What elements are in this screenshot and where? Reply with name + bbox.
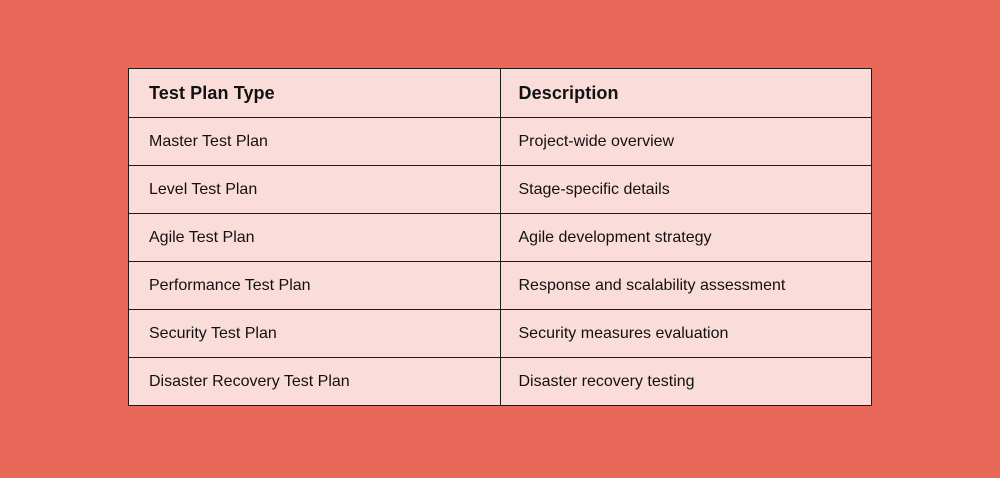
cell-test-plan-type: Agile Test Plan: [128, 213, 501, 262]
table-container: Test Plan Type Description Master Test P…: [128, 68, 872, 406]
table-row: Agile Test Plan Agile development strate…: [128, 213, 872, 262]
cell-description: Security measures evaluation: [499, 309, 872, 358]
table-row: Performance Test Plan Response and scala…: [128, 261, 872, 310]
cell-description: Response and scalability assessment: [499, 261, 872, 310]
table-row: Level Test Plan Stage-specific details: [128, 165, 872, 214]
cell-test-plan-type: Disaster Recovery Test Plan: [128, 357, 501, 406]
cell-test-plan-type: Security Test Plan: [128, 309, 501, 358]
column-header-test-plan-type: Test Plan Type: [128, 68, 501, 118]
cell-description: Agile development strategy: [499, 213, 872, 262]
table-row: Disaster Recovery Test Plan Disaster rec…: [128, 357, 872, 406]
table-header: Test Plan Type Description: [128, 68, 872, 118]
cell-description: Stage-specific details: [499, 165, 872, 214]
cell-test-plan-type: Performance Test Plan: [128, 261, 501, 310]
table-row: Master Test Plan Project-wide overview: [128, 117, 872, 166]
column-header-description: Description: [499, 68, 872, 118]
cell-test-plan-type: Master Test Plan: [128, 117, 501, 166]
cell-description: Project-wide overview: [499, 117, 872, 166]
cell-test-plan-type: Level Test Plan: [128, 165, 501, 214]
test-plan-table: Test Plan Type Description Master Test P…: [128, 68, 872, 406]
table-body: Master Test Plan Project-wide overview L…: [128, 117, 872, 406]
cell-description: Disaster recovery testing: [499, 357, 872, 406]
table-header-row: Test Plan Type Description: [128, 68, 872, 118]
table-row: Security Test Plan Security measures eva…: [128, 309, 872, 358]
